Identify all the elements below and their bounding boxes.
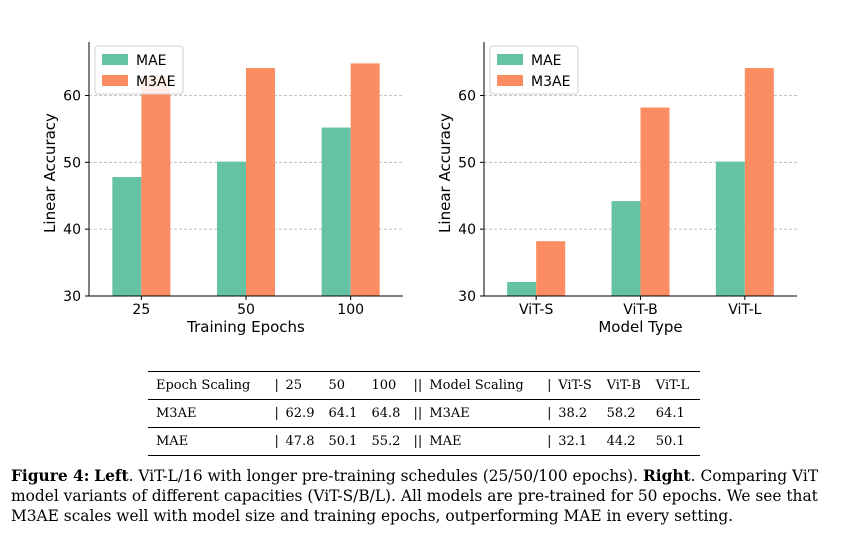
caption-label: Figure 4: [11, 467, 90, 485]
x-tick-label: 25 [132, 302, 150, 318]
table-header-row: Epoch Scaling | 25 50 100 || Model Scali… [148, 371, 700, 400]
table-cell: 44.2 [602, 427, 652, 456]
table-cell: 50 [324, 371, 368, 400]
table-cell: 100 [367, 371, 411, 400]
bar-m3ae-100 [350, 63, 380, 297]
table-cell: 62.9 [285, 406, 315, 421]
table-separator: || [410, 427, 426, 456]
y-tick-label: 60 [63, 88, 81, 104]
table-row: M3AE | 62.9 64.1 64.8 || M3AE | 38.2 58.… [148, 400, 700, 428]
caption-right-label: Right [642, 467, 691, 485]
x-tick-label: ViT-S [519, 302, 553, 318]
bar-mae-vit-b [611, 201, 641, 296]
table-cell: MAE [425, 427, 545, 456]
table-cell: 25 [281, 371, 325, 400]
legend: MAE M3AE [489, 45, 579, 95]
table-cell: 47.8 [281, 427, 325, 456]
y-tick-label: 30 [63, 289, 81, 305]
table-separator: | [271, 371, 282, 400]
table-cell: 64.8 [371, 406, 401, 421]
x-axis-label: Model Type [598, 318, 682, 336]
legend-swatch-m3ae [497, 75, 523, 86]
table-separator: | [271, 427, 282, 456]
table-separator: || [413, 406, 423, 421]
table-cell: 64.1 [655, 406, 685, 421]
bar-m3ae-vit-b [640, 107, 670, 296]
table-cell: 50.1 [324, 427, 368, 456]
y-tick-label: 30 [458, 289, 476, 305]
table-cell: 38.2 [558, 406, 588, 421]
y-tick-label: 40 [63, 222, 81, 238]
caption-right-text: . Comparing ViT model variants of differ… [11, 467, 819, 525]
table-cell: 64.1 [328, 406, 358, 421]
x-tick-label: 100 [337, 302, 364, 318]
table-cell: 32.1 [554, 427, 603, 456]
table-cell: M3AE [429, 406, 470, 421]
table-cell: Epoch Scaling [148, 371, 272, 400]
table-cell: 50.1 [651, 427, 700, 456]
bar-m3ae-50 [246, 68, 275, 296]
table-cell: MAE [148, 427, 272, 456]
legend-label-m3ae: M3AE [136, 74, 175, 90]
table-cell: 55.2 [367, 427, 411, 456]
table-cell: M3AE [156, 406, 197, 421]
legend-swatch-mae [102, 54, 128, 65]
table-cell: 58.2 [606, 406, 636, 421]
legend-swatch-mae [497, 54, 523, 65]
table-cell: Model Scaling [425, 371, 545, 400]
x-axis-label: Training Epochs [186, 318, 305, 336]
figure-caption: Figure 4: Left. ViT-L/16 with longer pre… [11, 466, 856, 526]
table-separator: | [274, 406, 279, 421]
y-axis-label: Linear Accuracy [436, 113, 454, 233]
charts-figure: 30 40 50 60 25 50 100 Training Epochs Linear Acc… [41, 42, 797, 336]
caption-left-label: Left [94, 467, 129, 485]
bar-m3ae-vit-s [536, 241, 566, 296]
chart-panel-1: 30 40 50 60 25 50 100 Training Epochs Linear Acc… [41, 42, 403, 336]
bar-mae-50 [217, 161, 246, 296]
y-tick-label: 40 [458, 222, 476, 238]
x-tick-label: 50 [237, 302, 255, 318]
y-tick-label: 60 [458, 88, 476, 104]
y-tick-label: 50 [63, 155, 81, 171]
table-row: MAE | 47.8 50.1 55.2 || MAE | 32.1 44.2 … [148, 427, 700, 456]
table-separator: | [544, 427, 555, 456]
table-cell: ViT-S [554, 371, 603, 400]
x-tick-label: ViT-B [623, 302, 658, 318]
bar-mae-vit-l [715, 161, 745, 296]
table-separator: | [547, 406, 552, 421]
legend-label-m3ae: M3AE [531, 74, 570, 90]
table-cell: ViT-L [651, 371, 700, 400]
x-tick-label: ViT-L [728, 302, 761, 318]
y-axis-label: Linear Accuracy [41, 113, 59, 233]
caption-left-text: . ViT-L/16 with longer pre-training sche… [128, 467, 643, 485]
bar-m3ae-vit-l [744, 68, 774, 296]
results-table: Epoch Scaling | 25 50 100 || Model Scali… [148, 371, 700, 456]
legend-label-mae: MAE [136, 53, 167, 69]
y-tick-label: 50 [458, 155, 476, 171]
chart-panel-2: 30 40 50 60 ViT-S ViT-B ViT-L Model Type Linear … [436, 42, 797, 336]
bar-mae-100 [321, 127, 351, 296]
table-cell: ViT-B [602, 371, 652, 400]
bar-m3ae-25 [141, 76, 171, 296]
legend-swatch-m3ae [102, 75, 128, 86]
bar-mae-vit-s [507, 281, 537, 296]
legend: MAE M3AE [94, 45, 184, 95]
bar-mae-25 [112, 177, 142, 296]
legend-label-mae: MAE [531, 53, 562, 69]
table-separator: | [544, 371, 555, 400]
table-separator: || [410, 371, 426, 400]
